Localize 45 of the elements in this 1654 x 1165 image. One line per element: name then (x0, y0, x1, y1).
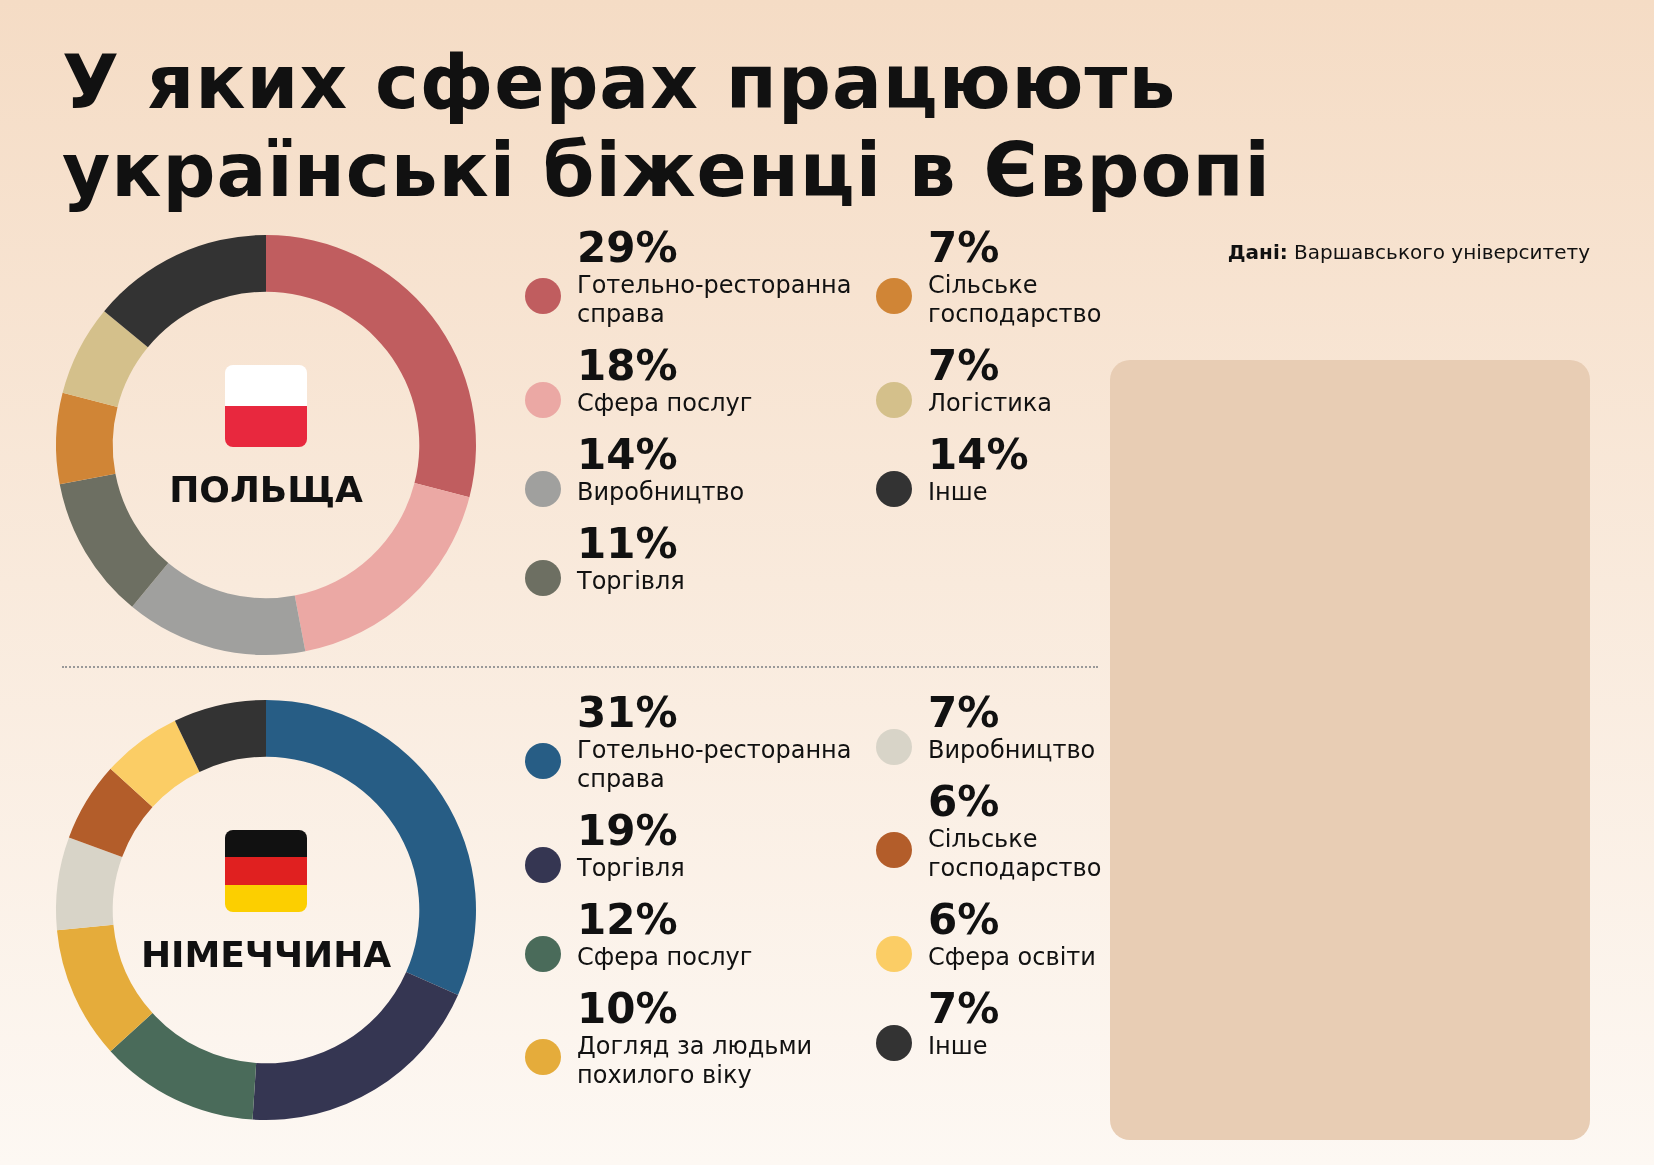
donut-slice (252, 972, 459, 1120)
donut-slice (68, 768, 153, 858)
data-label: 10% (577, 984, 679, 1033)
donut-slice (59, 473, 169, 607)
data-label: 6% (928, 895, 1001, 944)
legend-label: Торгівля (577, 567, 686, 596)
donut-slice (110, 720, 200, 807)
data-label: 7% (928, 984, 1001, 1033)
legend-label: Логістика (928, 389, 1053, 418)
legend-label: Готельно-ресторанна справа (577, 736, 853, 794)
data-label: 29% (577, 223, 679, 272)
data-label: 7% (928, 223, 1001, 272)
text: Дані: Варшавського університету (1226, 240, 1590, 264)
data-label: 14% (928, 430, 1030, 479)
donut-slice (174, 700, 266, 772)
legend-label: Торгівля (577, 854, 686, 883)
data-label: 6% (928, 777, 1001, 826)
text: НІМЕЧЧИНА (139, 934, 393, 975)
donut-slice (110, 1013, 257, 1120)
data-label: 7% (928, 341, 1001, 390)
legend-label: Сільське господарство (928, 825, 1103, 883)
legend-label: Сфера послуг (577, 389, 754, 418)
legend-label: Готельно-ресторанна справа (577, 271, 853, 329)
data-label: 12% (577, 895, 679, 944)
data-label: 14% (577, 430, 679, 479)
data-label: 19% (577, 806, 679, 855)
donut-slice (104, 235, 266, 348)
legend-label: Сільське господарство (928, 271, 1103, 329)
chart-title: У яких сферах працюють українські біженці в Європі (62, 38, 1272, 214)
donut-slice (62, 311, 148, 407)
donut-slice (56, 392, 118, 485)
legend-label: Сфера освіти (928, 943, 1097, 972)
legend-label: Догляд за людьми похилого віку (577, 1032, 814, 1090)
legend-label: Інше (928, 478, 989, 507)
data-label: 18% (577, 341, 679, 390)
legend-label: Сфера послуг (577, 943, 754, 972)
legend-label: Інше (928, 1032, 989, 1061)
data-label: 31% (577, 688, 679, 737)
legend-label: Виробництво (577, 478, 746, 507)
donut-slice (56, 837, 123, 931)
legend-label: Виробництво (928, 736, 1097, 765)
text: ПОЛЬЩА (168, 469, 364, 510)
data-label: 7% (928, 688, 1001, 737)
donut-slice (132, 563, 306, 655)
data-label: 11% (577, 519, 679, 568)
